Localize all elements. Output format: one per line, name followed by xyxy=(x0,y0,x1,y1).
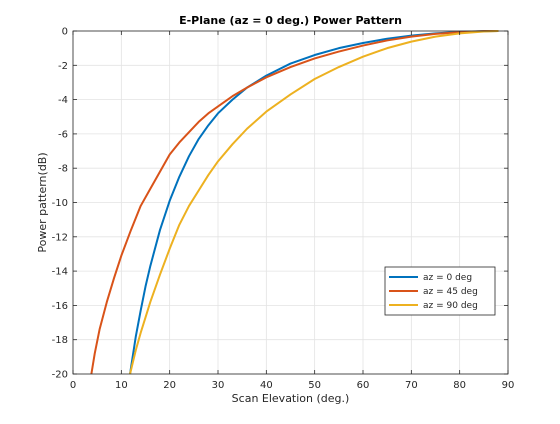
series-line-0 xyxy=(129,30,499,375)
x-tick-label: 50 xyxy=(308,380,321,391)
y-tick-label: -16 xyxy=(52,301,68,312)
y-tick-label: -8 xyxy=(58,164,68,175)
x-tick-label: 30 xyxy=(212,380,225,391)
x-tick-label: 90 xyxy=(502,380,515,391)
legend-label: az = 90 deg xyxy=(423,301,478,311)
x-tick-label: 10 xyxy=(115,380,128,391)
series-line-2 xyxy=(129,30,499,375)
y-tick-label: -12 xyxy=(52,232,68,243)
y-axis-title: Power pattern(dB) xyxy=(36,152,49,252)
x-tick-label: 70 xyxy=(405,380,418,391)
legend-label: az = 0 deg xyxy=(423,273,472,283)
series-lines xyxy=(90,30,499,375)
axis-ticks: 0 10 20 30 40 50 60 70 80 90 0 -2 -4 -6 -8 -10 -12 -14 -16… xyxy=(52,27,515,392)
x-tick-label: 0 xyxy=(70,380,76,391)
x-tick-label: 80 xyxy=(453,380,466,391)
x-tick-label: 60 xyxy=(357,380,370,391)
y-tick-label: -2 xyxy=(58,61,68,72)
legend: az = 0 deg az = 45 deg az = 90 deg xyxy=(384,266,496,316)
grid xyxy=(72,30,509,375)
y-tick-label: 0 xyxy=(62,27,68,38)
x-tick-label: 20 xyxy=(163,380,176,391)
y-tick-label: -6 xyxy=(58,129,68,140)
x-axis-title: Scan Elevation (deg.) xyxy=(232,392,350,405)
y-tick-label: -18 xyxy=(52,335,68,346)
x-tick-label: 40 xyxy=(260,380,273,391)
y-tick-label: -14 xyxy=(52,267,68,278)
y-tick-label: -20 xyxy=(52,370,68,381)
y-tick-label: -4 xyxy=(58,95,68,106)
legend-label: az = 45 deg xyxy=(423,287,478,297)
chart-title: E-Plane (az = 0 deg.) Power Pattern xyxy=(179,14,402,27)
series-line-1 xyxy=(90,30,499,375)
y-tick-label: -10 xyxy=(52,198,68,209)
